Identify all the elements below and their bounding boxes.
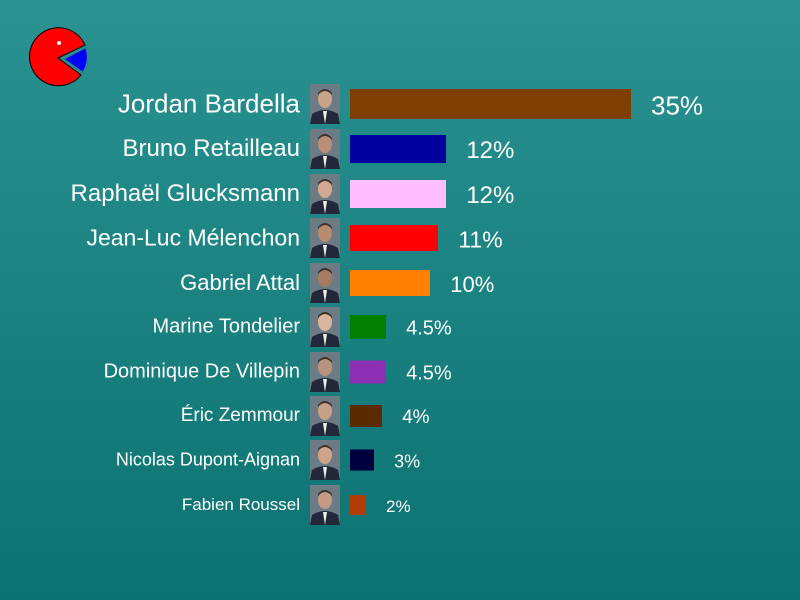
category-label: Fabien Roussel (181, 495, 300, 514)
bar (350, 135, 447, 163)
candidate-photo (310, 84, 340, 124)
bar (350, 405, 383, 427)
bar (350, 360, 387, 384)
bar (350, 495, 367, 515)
bar (350, 270, 431, 296)
bar (350, 315, 387, 339)
data-label: 2% (386, 497, 411, 516)
category-label: Gabriel Attal (180, 270, 300, 295)
candidate-photo (310, 352, 340, 392)
candidate-photo (310, 396, 340, 436)
category-label: Jean-Luc Mélenchon (86, 224, 300, 251)
candidate-photo (310, 307, 340, 347)
category-label: Éric Zemmour (180, 405, 300, 426)
data-label: 35% (651, 90, 704, 121)
data-label: 4.5% (406, 362, 452, 385)
candidate-photo (310, 218, 340, 258)
candidate-photo (310, 485, 340, 525)
data-label: 12% (466, 182, 515, 209)
bar (350, 180, 447, 208)
candidate-photo (310, 174, 340, 214)
candidate-photo (310, 129, 340, 169)
pie-logo-icon (28, 27, 89, 87)
category-label: Nicolas Dupont-Aignan (115, 449, 300, 470)
bar (350, 449, 375, 471)
candidate-photo (310, 440, 340, 480)
data-label: 11% (458, 226, 503, 253)
category-label: Raphaël Glucksmann (70, 180, 300, 207)
candidate-photo (310, 263, 340, 303)
data-label: 4.5% (406, 317, 452, 340)
data-label: 4% (402, 407, 430, 428)
category-label: Jordan Bardella (117, 88, 300, 119)
data-label: 12% (466, 137, 515, 164)
bar (350, 89, 631, 119)
category-label: Bruno Retailleau (122, 135, 300, 162)
category-label: Dominique De Villepin (103, 360, 300, 383)
data-label: 10% (450, 272, 495, 297)
category-label: Marine Tondelier (152, 315, 301, 338)
data-label: 3% (394, 451, 421, 472)
bar (350, 225, 439, 251)
